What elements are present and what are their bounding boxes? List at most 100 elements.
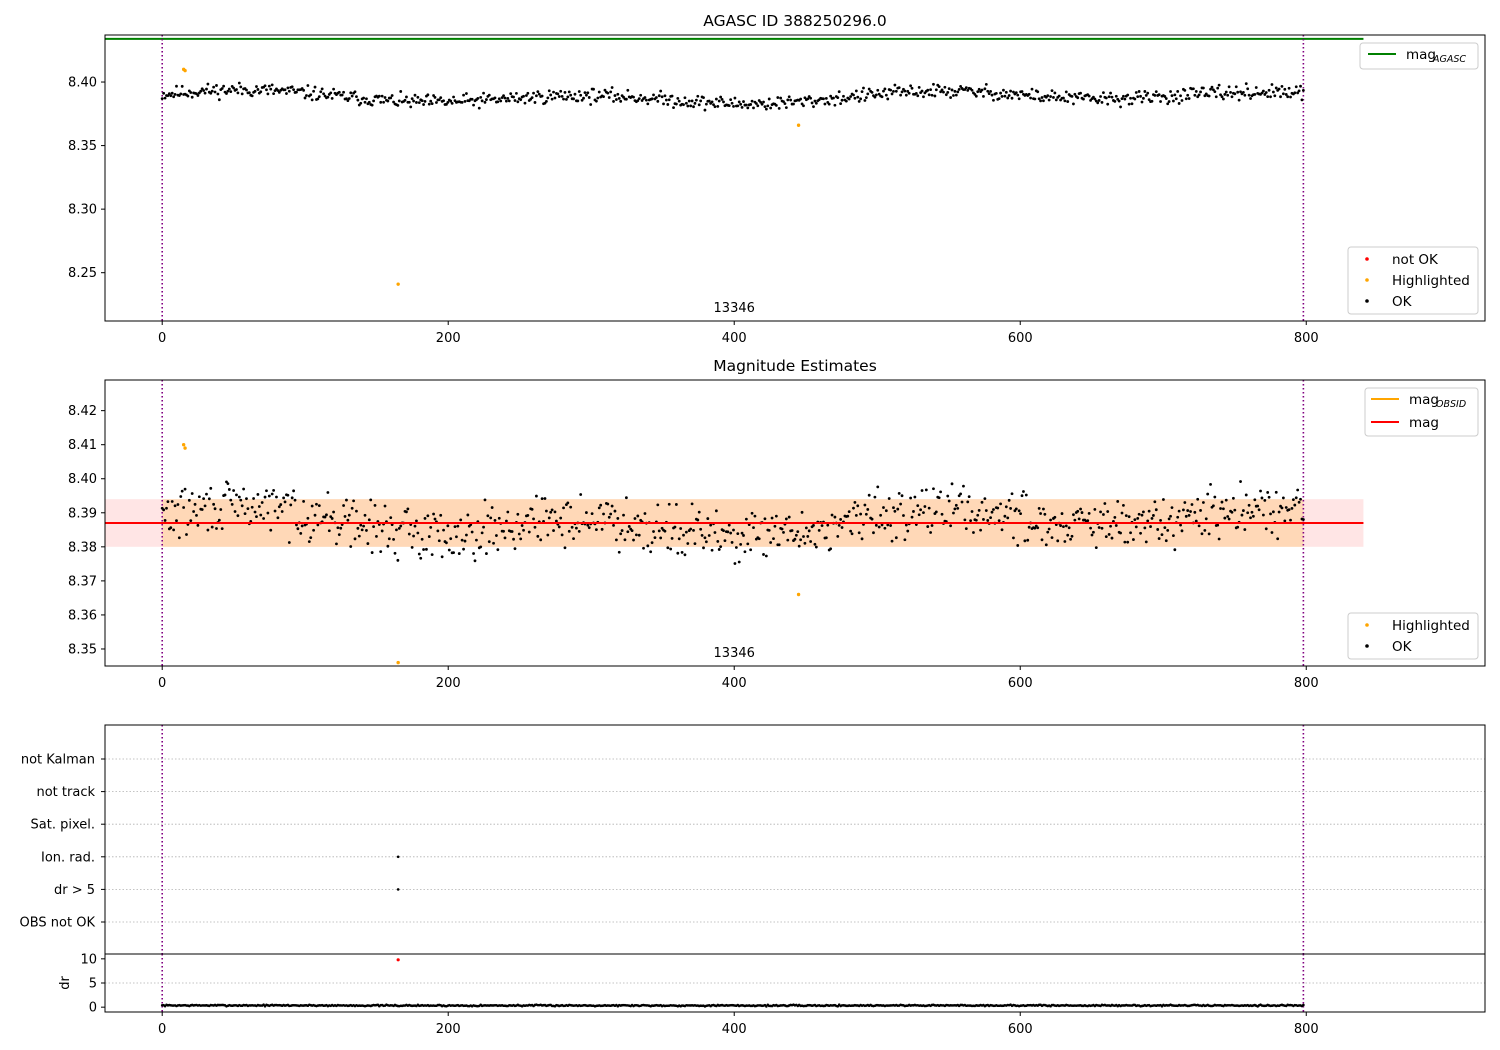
ok-point xyxy=(1006,96,1010,100)
ok-point xyxy=(1152,514,1155,517)
ok-point xyxy=(1132,538,1135,541)
ok-point xyxy=(1253,92,1257,96)
ok-point xyxy=(840,526,844,529)
ok-point xyxy=(889,88,893,92)
ok-point xyxy=(380,529,384,533)
ok-point xyxy=(569,505,573,509)
ok-point xyxy=(1140,513,1144,517)
ok-point xyxy=(437,539,441,543)
ok-point xyxy=(1244,82,1248,86)
ok-point xyxy=(433,517,437,521)
ok-point xyxy=(1251,514,1255,518)
ok-point xyxy=(1212,504,1215,508)
ok-point xyxy=(1137,90,1141,93)
ok-point xyxy=(1196,497,1200,501)
ok-point xyxy=(659,536,663,540)
ok-point xyxy=(325,513,328,517)
ok-point xyxy=(236,91,240,95)
ok-point xyxy=(217,518,221,522)
ok-point xyxy=(1144,93,1148,97)
ok-point xyxy=(530,96,534,100)
ok-point xyxy=(1009,89,1012,93)
ok-point xyxy=(382,100,385,104)
ok-point xyxy=(485,552,488,555)
ok-point xyxy=(1209,482,1212,486)
ok-point xyxy=(1293,91,1297,95)
ok-point xyxy=(532,91,535,95)
ok-point xyxy=(1280,84,1284,88)
ok-point xyxy=(670,94,674,98)
ok-point xyxy=(693,542,697,546)
ok-point xyxy=(1243,528,1247,531)
ok-point xyxy=(903,538,907,542)
ok-point xyxy=(926,525,930,528)
ok-point xyxy=(793,537,797,541)
ok-point xyxy=(1180,529,1184,533)
ok-point xyxy=(1299,84,1302,88)
ok-point xyxy=(716,540,720,543)
ok-point xyxy=(1206,492,1210,496)
ok-point xyxy=(886,97,890,101)
ok-point xyxy=(576,99,580,103)
ok-point xyxy=(566,95,570,99)
ok-point xyxy=(472,103,475,107)
ok-point xyxy=(219,508,223,511)
ok-point xyxy=(346,518,350,522)
ok-point xyxy=(709,523,713,527)
ok-point xyxy=(1217,83,1221,87)
ok-point xyxy=(183,487,187,491)
ok-point xyxy=(660,526,664,530)
ok-point xyxy=(497,516,501,520)
ok-point xyxy=(952,94,955,97)
ok-point xyxy=(357,534,361,538)
ok-point xyxy=(893,83,897,87)
ok-point xyxy=(884,509,888,513)
ok-point xyxy=(175,84,178,88)
ok-point xyxy=(216,92,220,96)
ok-point xyxy=(410,97,414,100)
ok-point xyxy=(1092,530,1095,534)
ok-point xyxy=(1226,515,1230,518)
ok-point xyxy=(342,90,345,94)
ok-point xyxy=(580,98,584,102)
ok-point xyxy=(423,516,427,520)
ok-point xyxy=(386,99,390,103)
ok-point xyxy=(942,90,945,94)
ok-point xyxy=(690,99,694,103)
ok-point xyxy=(1033,97,1037,101)
ok-point xyxy=(1106,102,1110,106)
ok-point xyxy=(1234,85,1238,89)
ok-point xyxy=(396,103,400,107)
ok-point xyxy=(574,526,578,530)
ok-point xyxy=(667,502,671,506)
ok-point xyxy=(714,97,718,101)
ok-point xyxy=(1066,533,1070,537)
ok-point xyxy=(350,94,354,98)
x-tick-label: 200 xyxy=(436,331,461,346)
ok-point xyxy=(1220,500,1224,504)
ok-point xyxy=(360,528,364,532)
ok-point xyxy=(723,539,727,543)
ok-point xyxy=(1077,517,1081,521)
ok-point xyxy=(1136,516,1140,520)
ok-point xyxy=(597,506,601,510)
ok-point xyxy=(203,504,207,508)
ok-point xyxy=(356,98,360,102)
ok-point xyxy=(984,83,988,86)
ok-point xyxy=(369,498,373,502)
ok-point xyxy=(162,91,166,95)
ok-point xyxy=(1042,99,1045,103)
ok-point xyxy=(877,525,881,529)
ok-point xyxy=(482,525,485,529)
ok-point xyxy=(1294,496,1298,500)
ok-point xyxy=(764,554,768,558)
ok-point xyxy=(974,94,978,98)
ok-point xyxy=(672,106,675,109)
ok-point xyxy=(596,96,600,100)
ok-point xyxy=(290,496,294,500)
ok-point xyxy=(299,531,303,535)
ok-point xyxy=(663,529,667,533)
ok-point xyxy=(860,537,864,541)
ok-point xyxy=(269,528,273,532)
y-tick-label: 8.30 xyxy=(68,203,97,218)
